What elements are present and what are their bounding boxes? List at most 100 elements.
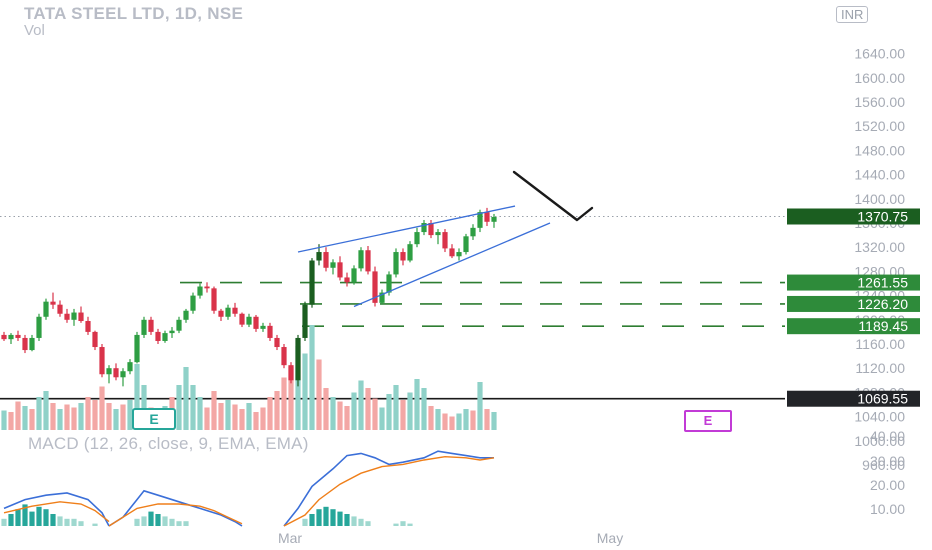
candle-body (477, 212, 483, 228)
candle-body (323, 252, 329, 268)
macd-label: MACD (12, 26, close, 9, EMA, EMA) (28, 434, 309, 453)
candle-body (8, 334, 14, 340)
price-tick-label: 1600.00 (854, 70, 905, 86)
candle-body (428, 223, 434, 236)
level-price-label-bg (787, 274, 920, 291)
volume-bar (407, 392, 413, 430)
candle-body (456, 252, 462, 257)
volume-bar (400, 400, 406, 430)
macd-histogram-bar (169, 518, 175, 526)
macd-histogram-bar (183, 521, 189, 526)
price-tick-label: 1000.00 (854, 433, 905, 449)
volume-bar (197, 397, 203, 430)
level-price-label: 1226.20 (857, 296, 908, 312)
symbol-title[interactable]: TATA STEEL LTD, 1D, NSE (24, 4, 244, 23)
candle-body (407, 244, 413, 261)
candle-body (246, 316, 252, 325)
macd-tick-label: 20.00 (870, 477, 905, 493)
candle-body (183, 310, 189, 320)
macd-histogram-bar (78, 521, 84, 526)
candle-body (15, 334, 21, 338)
candle-body (337, 262, 343, 278)
volume-bar (414, 379, 420, 430)
candle-body (365, 250, 371, 272)
volume-bar (141, 385, 147, 430)
candle-body (442, 232, 448, 249)
candle-body (274, 337, 280, 348)
wedge-lower-line (353, 222, 551, 308)
volume-bar (330, 397, 336, 430)
macd-histogram-bar (36, 506, 42, 526)
volume-bar (372, 398, 378, 430)
volume-bar (92, 400, 98, 430)
support-price-label: 1069.55 (857, 391, 908, 407)
volume-bar (281, 377, 287, 430)
volume-bar (15, 401, 21, 430)
volume-bar (127, 400, 133, 430)
volume-bar (246, 403, 252, 430)
price-tick-label: 1120.00 (855, 360, 905, 376)
volume-bar (337, 401, 343, 430)
candle-body (211, 288, 217, 311)
macd-histogram-bar (1, 518, 7, 526)
volume-bar (29, 409, 35, 430)
volume-bar (50, 403, 56, 430)
macd-histogram-bar (50, 514, 56, 526)
candle-body (260, 325, 266, 329)
signal-line (108, 503, 243, 527)
volume-bar (316, 359, 322, 430)
candle-body (435, 232, 441, 236)
volume-bar (183, 367, 189, 430)
candle-body (64, 313, 70, 320)
candle-body (421, 223, 427, 233)
volume-bar (274, 391, 280, 430)
volume-bar (260, 407, 266, 430)
volume-bar (456, 413, 462, 430)
candle-body (190, 295, 196, 311)
volume-bar (225, 400, 231, 430)
candle-body (470, 227, 476, 237)
price-tick-label: 1440.00 (854, 167, 905, 183)
candle-body (71, 312, 77, 320)
candle-body (162, 333, 168, 341)
volume-bar (288, 367, 294, 430)
candle-body (1, 334, 7, 340)
candle-body (155, 331, 161, 341)
candle-body (344, 277, 350, 283)
volume-bar (1, 410, 7, 430)
volume-bar (386, 394, 392, 430)
earnings-marker-right[interactable]: E (684, 410, 732, 432)
time-tick-label: May (597, 530, 623, 546)
volume-bar (99, 386, 105, 430)
candle-body (134, 334, 140, 363)
volume-bar (435, 409, 441, 430)
candle-body (400, 252, 406, 261)
candle-body (351, 268, 357, 283)
volume-bar (323, 388, 329, 430)
volume-bar (239, 409, 245, 430)
volume-bar (106, 403, 112, 430)
macd-histogram-bar (15, 509, 21, 526)
macd-histogram-bar (64, 518, 70, 526)
macd-histogram-bar (134, 518, 140, 526)
price-tick-label: 1640.00 (854, 46, 905, 62)
earnings-marker-left-box (132, 408, 176, 430)
volume-bar (449, 416, 455, 430)
candle-body (463, 236, 469, 253)
volume-bar (113, 409, 119, 430)
volume-bar (120, 404, 126, 430)
volume-bar (232, 404, 238, 430)
macd-histogram-bar (57, 516, 63, 526)
volume-bar (491, 412, 497, 430)
macd-line (108, 489, 243, 527)
candle-body (393, 252, 399, 275)
candle-body (316, 252, 322, 261)
candle-body (78, 312, 84, 322)
macd-histogram-bar (176, 521, 182, 526)
bearish-arrow (512, 170, 594, 222)
candle-body (92, 331, 98, 348)
candle-body (358, 250, 364, 269)
level-price-label: 1261.55 (857, 275, 908, 291)
candle-body (141, 319, 147, 335)
